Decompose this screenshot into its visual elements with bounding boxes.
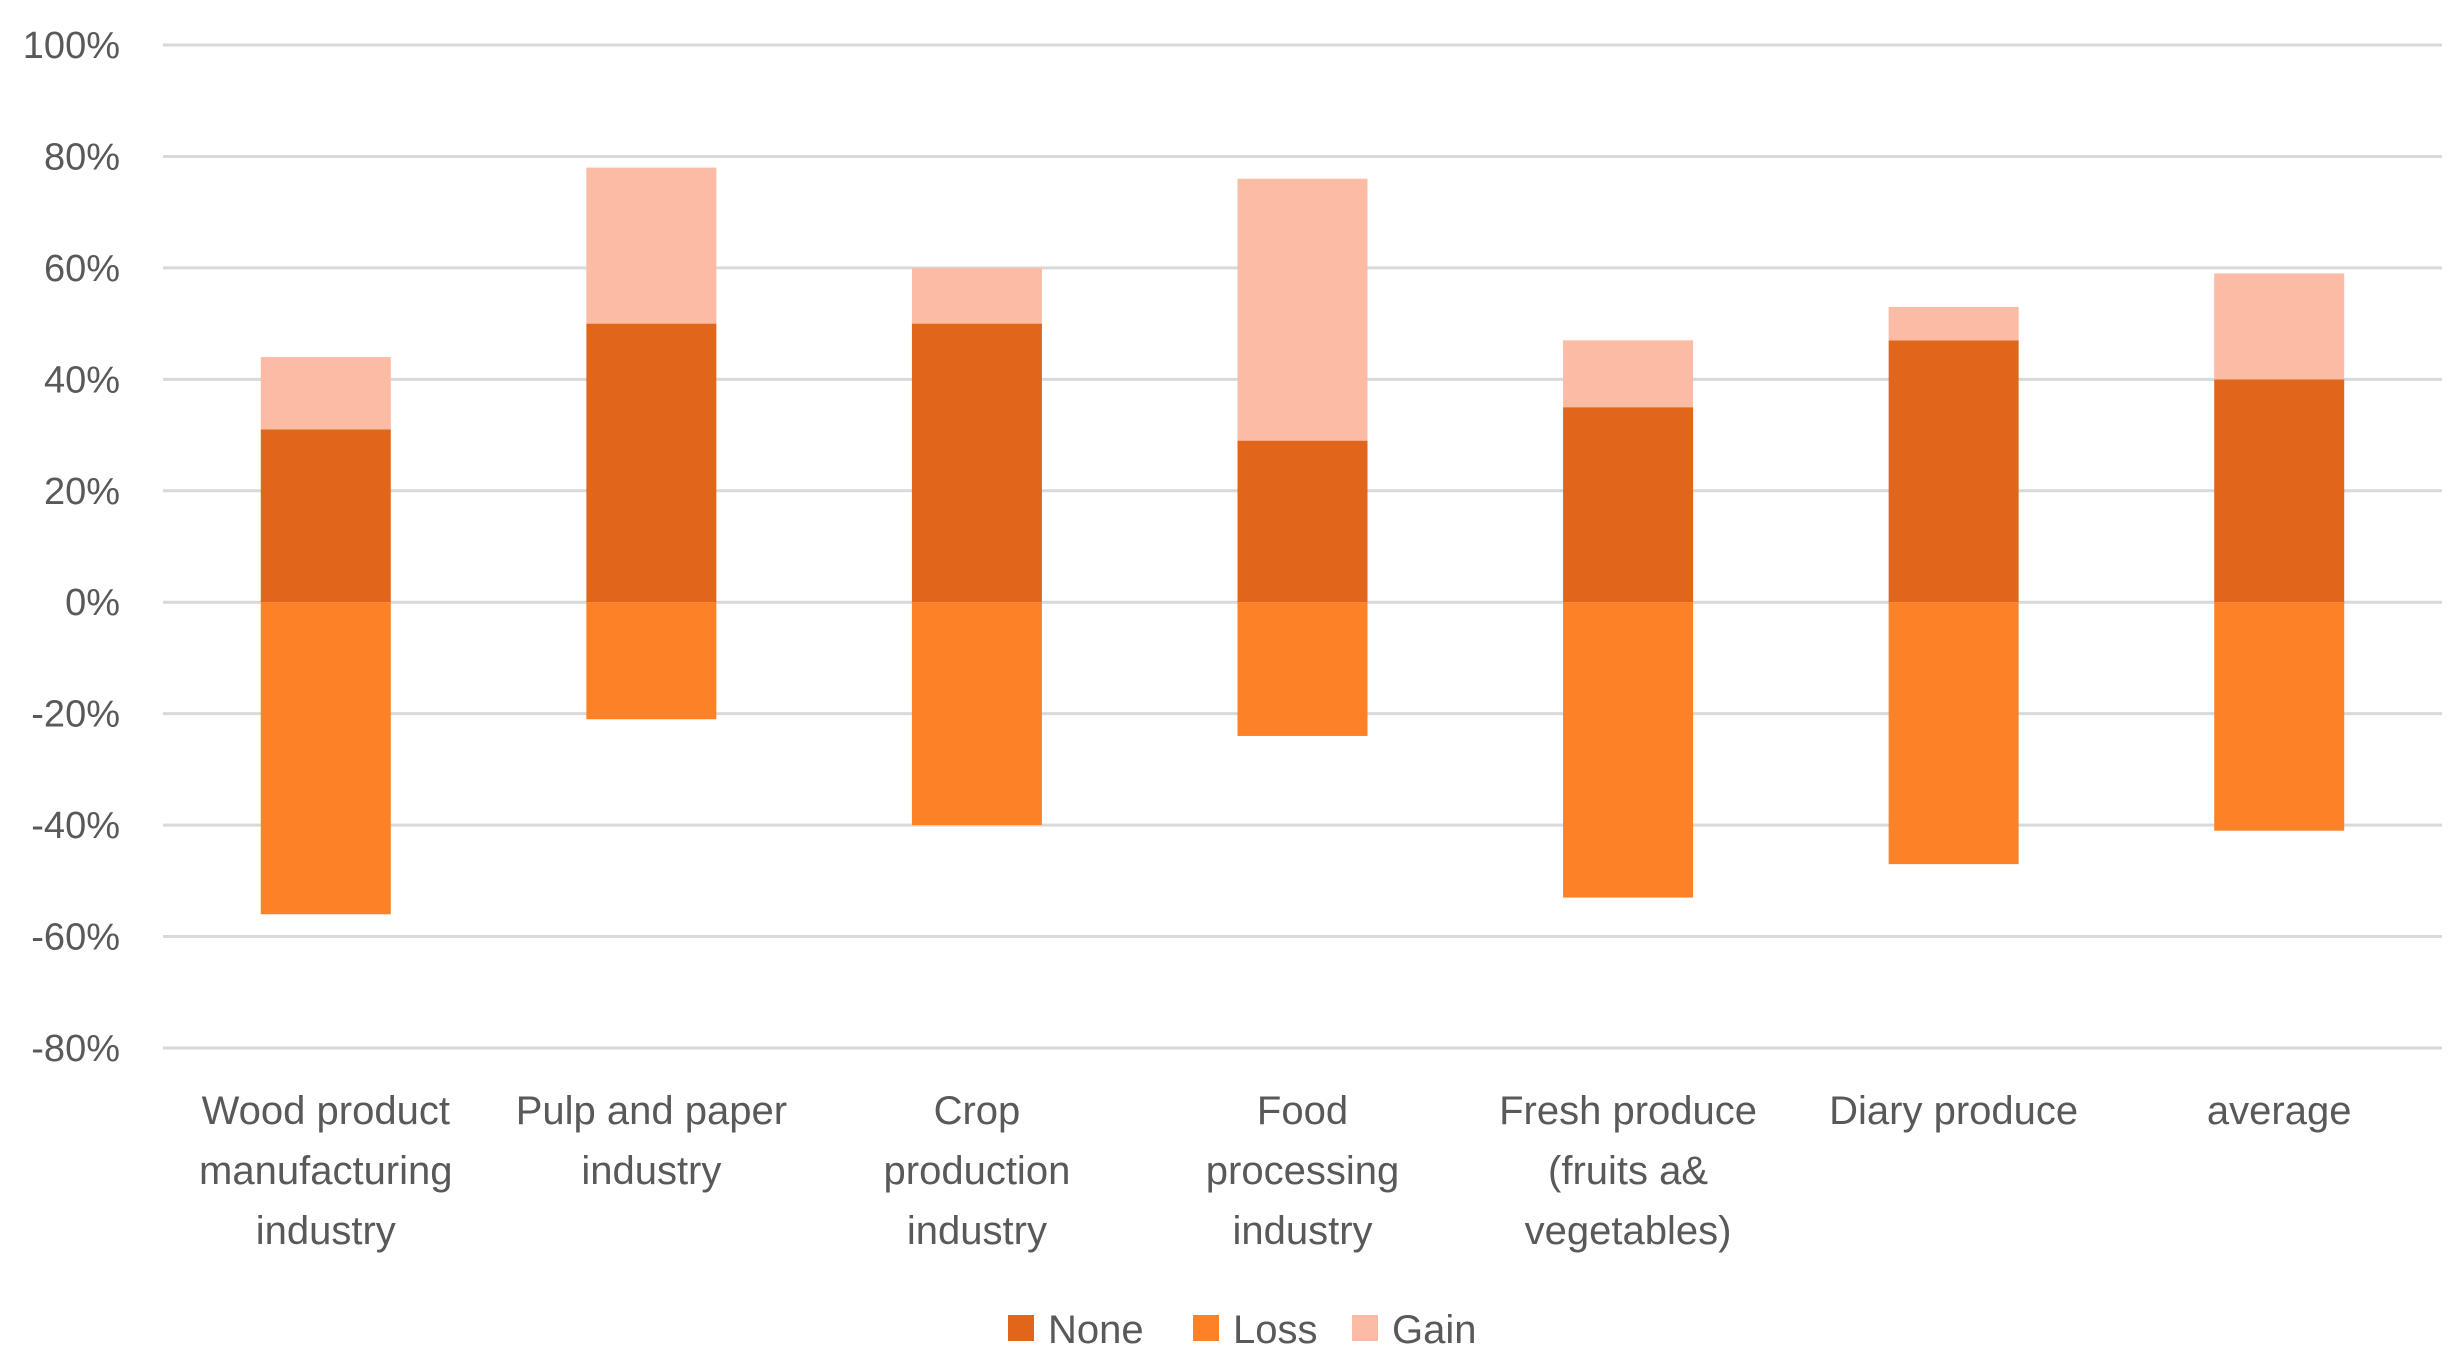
category-label-line: industry	[1232, 1209, 1372, 1253]
category-label-line: average	[2207, 1089, 2352, 1133]
bar-loss	[586, 602, 717, 720]
category-label-line: vegetables)	[1525, 1209, 1732, 1253]
bar-none	[260, 429, 391, 603]
category-label-line: Fresh produce	[1499, 1089, 1757, 1133]
bar-gain	[1563, 340, 1694, 408]
legend-swatch-gain	[1352, 1315, 1378, 1341]
bar-loss	[1563, 602, 1694, 898]
y-tick-label: -60%	[31, 917, 120, 959]
y-tick-label: 20%	[44, 471, 120, 513]
category-label: Food processing industry	[1206, 1089, 1399, 1253]
category-label-line: Wood product	[202, 1089, 450, 1133]
bar-gain	[586, 167, 717, 324]
legend-label-loss: Loss	[1233, 1308, 1318, 1352]
bar-gain	[1237, 178, 1368, 441]
bar-loss	[2214, 602, 2345, 831]
bar-none	[586, 323, 717, 603]
category-label: Diary produce	[1829, 1089, 2078, 1133]
category-label-line: Pulp and paper	[516, 1089, 787, 1133]
category-label-line: Diary produce	[1829, 1089, 2078, 1133]
category-label-line: industry	[907, 1209, 1047, 1253]
category-label: average	[2207, 1089, 2352, 1133]
y-tick-label: -80%	[31, 1028, 120, 1070]
category-label-line: industry	[256, 1209, 396, 1253]
y-tick-label: -20%	[31, 694, 120, 736]
y-tick-label: 80%	[44, 136, 120, 178]
bar-gain	[911, 267, 1042, 324]
category-label-line: production	[884, 1149, 1071, 1193]
category-label: Fresh produce (fruits a& vegetables)	[1499, 1089, 1757, 1253]
legend-swatch-none	[1008, 1315, 1034, 1341]
legend-label-gain: Gain	[1392, 1308, 1477, 1352]
bar-loss	[1888, 602, 2019, 865]
category-label-line: (fruits a&	[1548, 1149, 1708, 1193]
bar-loss	[1237, 602, 1368, 736]
y-tick-label: 40%	[44, 359, 120, 401]
bar-none	[1237, 440, 1368, 603]
category-label: Wood product manufacturing industry	[199, 1089, 452, 1253]
y-tick-label: 100%	[23, 25, 120, 67]
y-axis-ticks: 100% 80% 60% 40% 20% 0% -20% -40% -60% -80%	[23, 25, 120, 1070]
bar-loss	[911, 602, 1042, 826]
bar-none	[2214, 379, 2345, 603]
legend-label-none: None	[1048, 1308, 1144, 1352]
bar-gain	[1888, 306, 2019, 341]
bar-gain	[260, 357, 391, 430]
bar-none	[1888, 340, 2019, 603]
category-label-line: Food	[1257, 1089, 1348, 1133]
bars	[260, 167, 2345, 915]
category-label-line: industry	[581, 1149, 721, 1193]
category-label: Crop production industry	[884, 1089, 1071, 1253]
category-label: Pulp and paper industry	[516, 1089, 787, 1193]
category-label-line: manufacturing	[199, 1149, 452, 1193]
legend-swatch-loss	[1193, 1315, 1219, 1341]
bar-none	[911, 323, 1042, 603]
y-tick-label: 0%	[65, 582, 120, 624]
category-label-line: Crop	[934, 1089, 1021, 1133]
bar-none	[1563, 407, 1694, 603]
category-label-line: processing	[1206, 1149, 1399, 1193]
y-tick-label: 60%	[44, 248, 120, 290]
legend: None Loss Gain	[1008, 1308, 1477, 1352]
y-tick-label: -40%	[31, 805, 120, 847]
bar-gain	[2214, 273, 2345, 380]
bar-loss	[260, 602, 391, 915]
